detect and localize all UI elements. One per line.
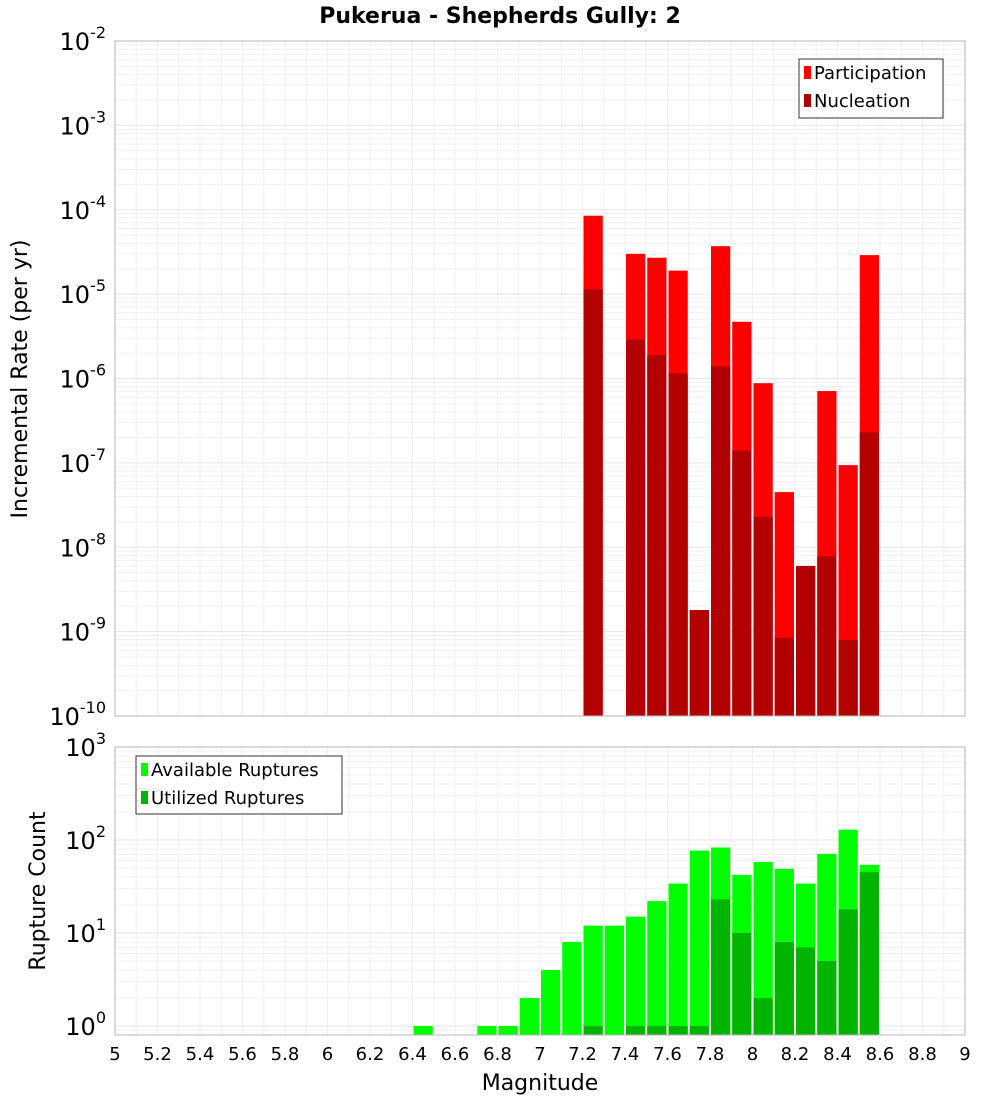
- top-bar-nucleation: [689, 610, 709, 716]
- x-tick-label: 6.4: [398, 1044, 427, 1065]
- top-grid: [114, 40, 966, 717]
- x-tick-label: 6.6: [441, 1044, 470, 1065]
- x-tick-label: 5.4: [186, 1044, 215, 1065]
- legend-swatch-nucleation: [804, 94, 811, 107]
- bottom-bar-utilized-ruptures: [583, 1025, 603, 1035]
- top-y-tick-label: 10-10: [49, 698, 106, 731]
- x-tick-label: 6: [322, 1044, 333, 1065]
- top-y-tick-label: 10-5: [60, 276, 107, 309]
- bottom-bar-utilized-ruptures: [647, 1025, 667, 1035]
- bottom-bar-utilized-ruptures: [753, 997, 773, 1035]
- x-tick-label: 5.2: [143, 1044, 172, 1065]
- x-tick-label: 7.8: [696, 1044, 725, 1065]
- bottom-legend: Available Ruptures Utilized Ruptures: [135, 755, 343, 815]
- chart-title: Pukerua - Shepherds Gully: 2: [319, 4, 681, 29]
- bottom-bar-utilized-ruptures: [774, 942, 794, 1035]
- bottom-y-tick-label: 100: [65, 1008, 106, 1041]
- x-tick-label: 5.8: [271, 1044, 300, 1065]
- top-bar-nucleation: [817, 556, 837, 716]
- x-tick-label: 7.6: [653, 1044, 682, 1065]
- x-tick-labels: 5 5.2 5.4 5.6 5.8 6 6.2 6.4 6.6 6.8 7 7.2 7.4 7.6 7.8 8…: [109, 1044, 970, 1065]
- x-tick-label: 5.6: [228, 1044, 257, 1065]
- top-y-tick-label: 10-8: [60, 529, 107, 562]
- bottom-bar-utilized-ruptures: [796, 947, 816, 1035]
- bottom-bar-utilized-ruptures: [626, 1025, 646, 1035]
- top-bar-nucleation: [711, 366, 731, 716]
- x-tick-label: 8: [747, 1044, 758, 1065]
- top-y-tick-label: 10-7: [60, 445, 107, 478]
- top-y-tick-label: 10-2: [60, 23, 107, 56]
- top-bar-nucleation: [796, 565, 816, 716]
- bottom-bar-available-ruptures: [413, 1025, 433, 1035]
- top-bars: [583, 215, 879, 717]
- bottom-y-tick-label: 102: [65, 822, 106, 855]
- top-y-tick-label: 10-3: [60, 107, 107, 140]
- bottom-bar-available-ruptures: [519, 997, 539, 1035]
- top-legend: Participation Nucleation: [798, 58, 944, 119]
- x-tick-label: 6.8: [483, 1044, 512, 1065]
- legend-swatch-available: [141, 763, 148, 776]
- top-bar-nucleation: [583, 289, 603, 716]
- bottom-bar-available-ruptures: [477, 1025, 497, 1035]
- top-y-tick-label: 10-6: [60, 361, 107, 394]
- bottom-bar-utilized-ruptures: [817, 960, 837, 1035]
- bottom-bar-available-ruptures: [583, 925, 603, 1035]
- bottom-bar-utilized-ruptures: [668, 1025, 688, 1035]
- bottom-bar-utilized-ruptures: [859, 872, 879, 1035]
- bottom-y-tick-label: 101: [65, 915, 106, 948]
- top-y-tick-labels: 10-10 10-9 10-8 10-7 10-6 10-5 10-4 10-3 10-2: [49, 23, 106, 731]
- top-bar-nucleation: [859, 432, 879, 716]
- legend-label-available: Available Ruptures: [151, 760, 319, 781]
- bottom-bar-available-ruptures: [541, 969, 561, 1035]
- legend-swatch-participation: [804, 66, 811, 79]
- top-bar-nucleation: [838, 639, 858, 716]
- bottom-bar-available-ruptures: [626, 916, 646, 1035]
- x-tick-label: 9: [959, 1044, 970, 1065]
- bottom-bars: [413, 829, 879, 1035]
- bottom-bar-available-ruptures: [668, 883, 688, 1035]
- bottom-bar-utilized-ruptures: [689, 1025, 709, 1035]
- legend-label-utilized: Utilized Ruptures: [151, 788, 304, 809]
- top-bar-nucleation: [668, 373, 688, 716]
- x-tick-label: 8.4: [823, 1044, 852, 1065]
- x-tick-label: 8.2: [781, 1044, 810, 1065]
- top-plot-frame: [114, 40, 966, 717]
- bottom-bar-available-ruptures: [498, 1025, 518, 1035]
- bottom-y-tick-label: 103: [65, 729, 106, 762]
- bottom-y-tick-labels: 100 101 102 103: [65, 729, 106, 1041]
- top-bar-nucleation: [753, 516, 773, 716]
- x-tick-label: 8.8: [908, 1044, 937, 1065]
- top-bar-nucleation: [626, 339, 646, 716]
- bottom-bar-available-ruptures: [689, 850, 709, 1035]
- top-bar-nucleation: [647, 354, 667, 716]
- x-tick-label: 5: [109, 1044, 120, 1065]
- bottom-bar-utilized-ruptures: [838, 909, 858, 1035]
- bottom-bar-available-ruptures: [647, 901, 667, 1035]
- x-tick-label: 7.4: [611, 1044, 640, 1065]
- top-bar-nucleation: [732, 450, 752, 716]
- x-axis-label: Magnitude: [482, 1071, 599, 1096]
- bottom-plot-frame: [114, 746, 966, 1036]
- bottom-bar-available-ruptures: [562, 942, 582, 1035]
- top-legend-box: [798, 58, 944, 119]
- bottom-legend-box: [135, 755, 343, 815]
- bottom-bar-available-ruptures: [753, 861, 773, 1035]
- bottom-y-axis-label: Rupture Count: [26, 811, 51, 971]
- bottom-bar-utilized-ruptures: [732, 932, 752, 1035]
- legend-label-nucleation: Nucleation: [814, 91, 910, 112]
- x-tick-label: 8.6: [866, 1044, 895, 1065]
- top-bar-nucleation: [774, 637, 794, 716]
- x-tick-label: 7.2: [568, 1044, 597, 1065]
- top-y-tick-label: 10-4: [60, 192, 107, 225]
- x-tick-label: 6.2: [356, 1044, 385, 1065]
- legend-swatch-utilized: [141, 791, 148, 804]
- bottom-bar-available-ruptures: [604, 925, 624, 1035]
- legend-label-participation: Participation: [814, 63, 926, 84]
- x-tick-label: 7: [534, 1044, 545, 1065]
- top-y-axis-label: Incremental Rate (per yr): [8, 240, 33, 519]
- top-y-tick-label: 10-9: [60, 614, 107, 647]
- bottom-bar-utilized-ruptures: [711, 899, 731, 1035]
